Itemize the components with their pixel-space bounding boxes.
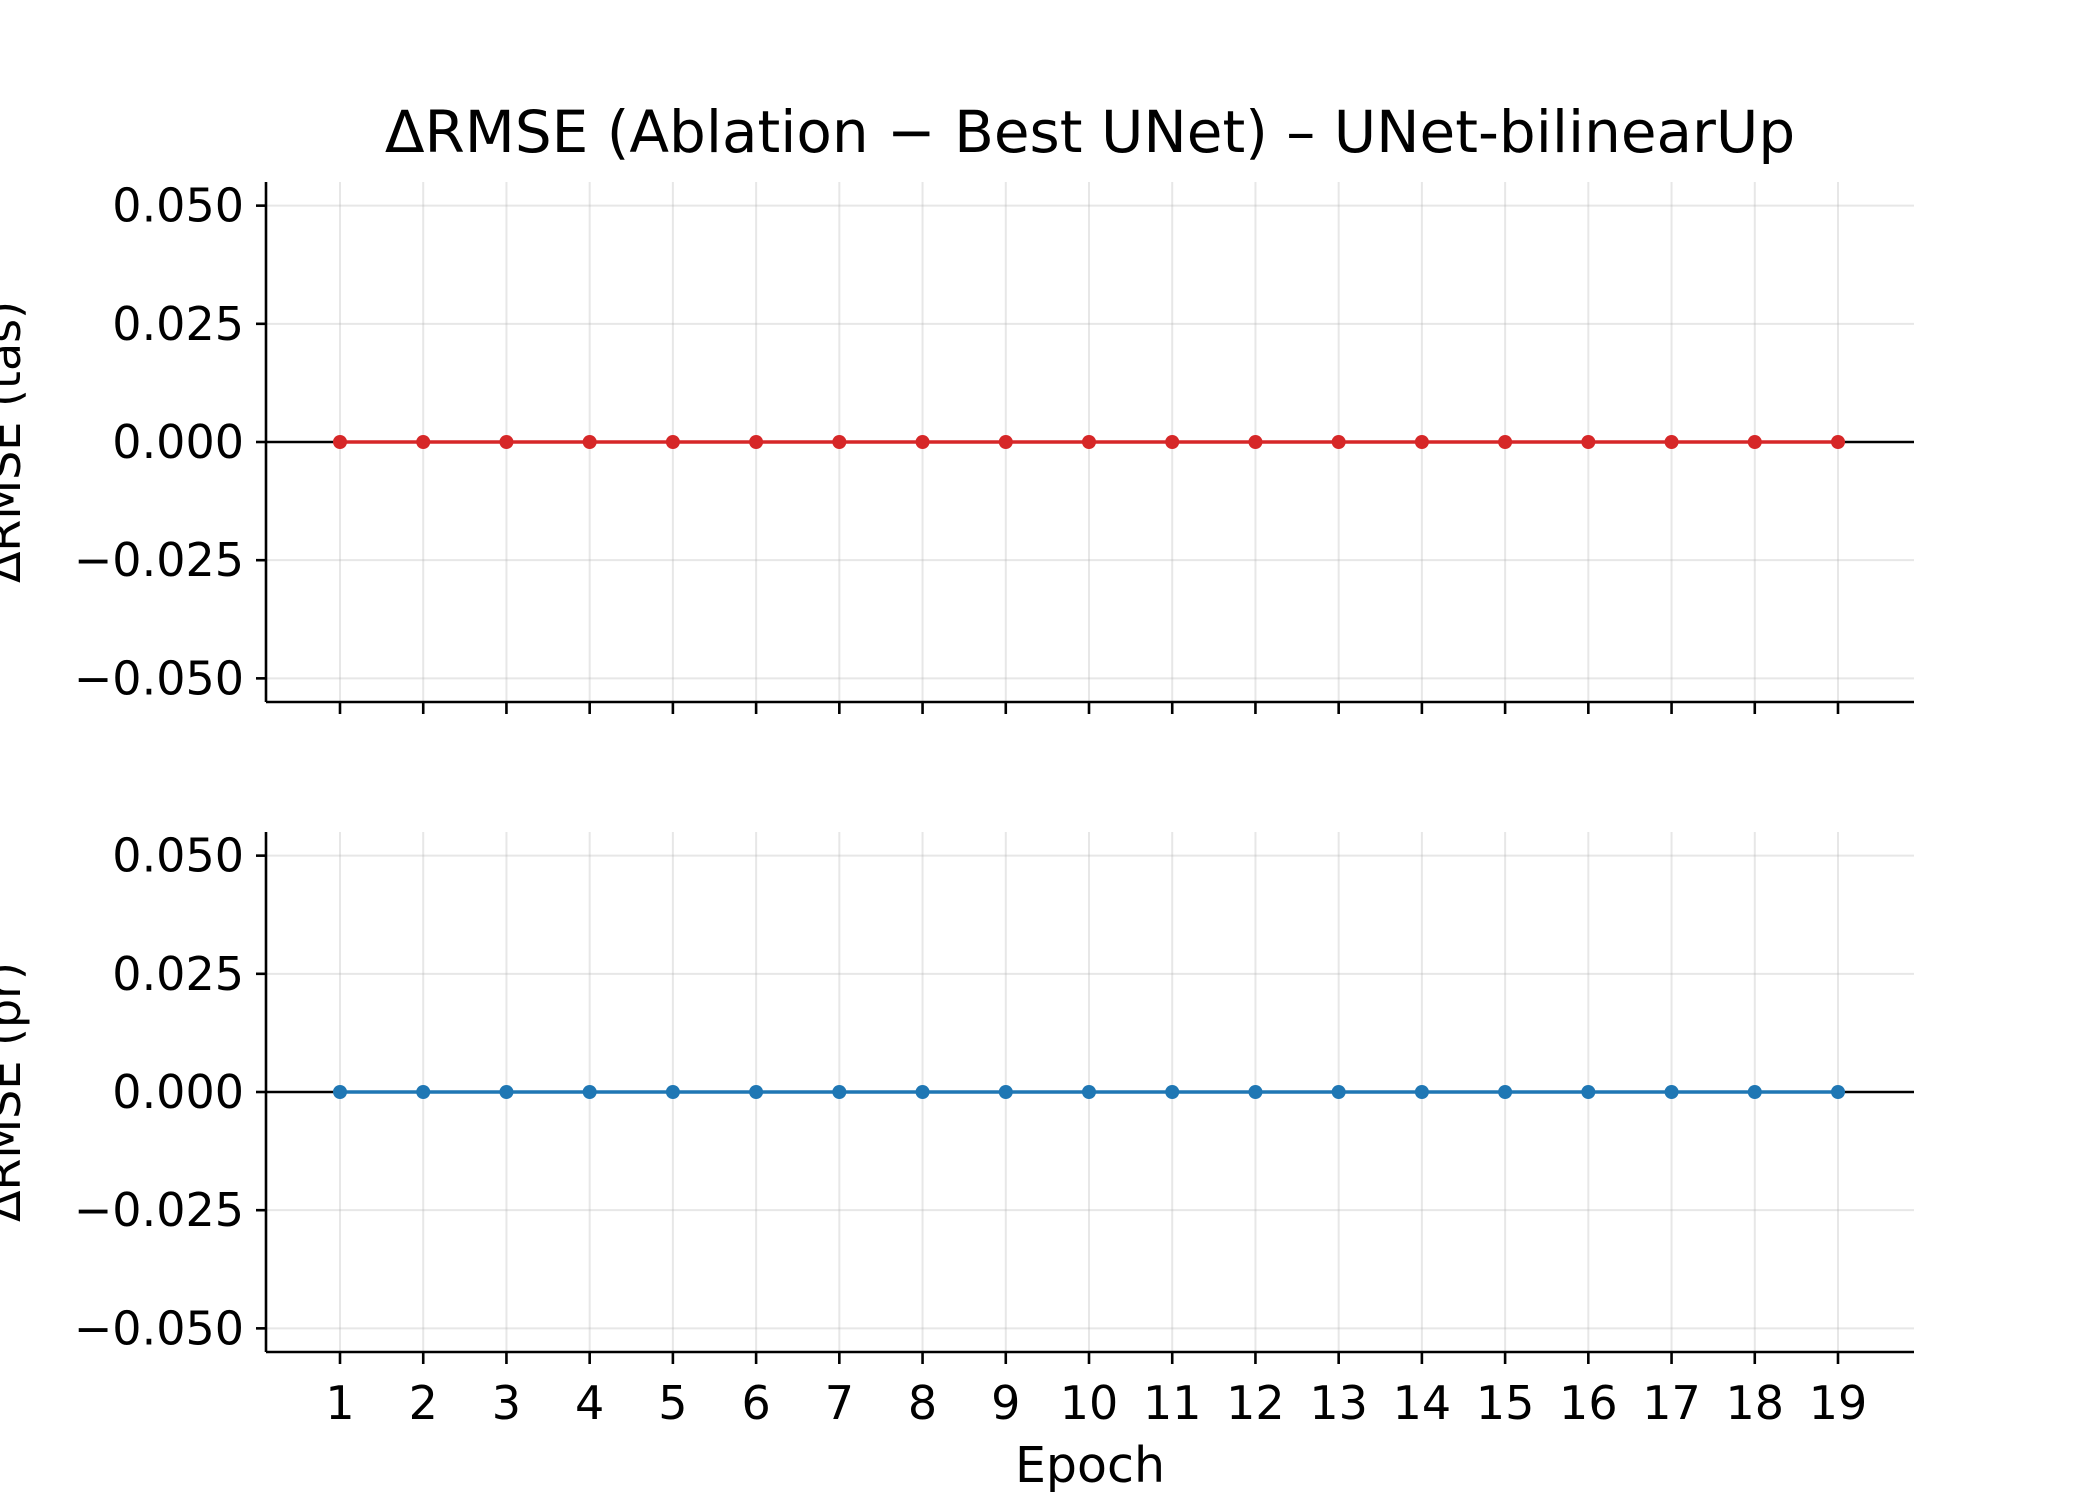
y-tick-label: 0.000 <box>112 415 244 469</box>
data-point <box>915 435 930 449</box>
data-point <box>1165 1085 1180 1099</box>
data-point <box>915 1085 930 1099</box>
data-point <box>1498 435 1513 449</box>
data-point <box>832 435 847 449</box>
data-point <box>998 435 1013 449</box>
x-tick-label: 19 <box>1809 1376 1868 1430</box>
data-point <box>1248 435 1263 449</box>
y-tick-label: 0.050 <box>112 829 244 883</box>
data-point <box>749 1085 764 1099</box>
x-tick-label: 5 <box>658 1376 687 1430</box>
x-tick-label: 3 <box>492 1376 521 1430</box>
x-tick-label: 1 <box>325 1376 354 1430</box>
data-point <box>1831 1085 1845 1099</box>
x-tick-label: 14 <box>1393 1376 1452 1430</box>
data-point <box>582 1085 597 1099</box>
y-tick-label: 0.000 <box>112 1065 244 1119</box>
y-tick-label: −0.050 <box>74 651 244 705</box>
y-tick-label: 0.050 <box>112 179 244 233</box>
data-point <box>499 1085 514 1099</box>
data-point <box>333 1085 347 1099</box>
data-point <box>1082 1085 1096 1099</box>
data-point <box>665 435 680 449</box>
data-point <box>749 435 764 449</box>
data-point <box>998 1085 1013 1099</box>
data-point <box>1331 435 1346 449</box>
data-point <box>333 435 347 449</box>
y-tick-label: −0.025 <box>74 533 244 587</box>
panel-tas: 0.050 0.025 0.000 −0.025 −0.050 ΔRMSE (tas) <box>0 179 1914 714</box>
x-tick-label: 2 <box>409 1376 438 1430</box>
data-point <box>582 435 597 449</box>
x-tick-label: 13 <box>1309 1376 1368 1430</box>
data-point <box>499 435 514 449</box>
x-tick-label: 7 <box>825 1376 854 1430</box>
y-tick-label: 0.025 <box>112 297 244 351</box>
x-tick-label: 6 <box>741 1376 770 1430</box>
x-tick-label: 12 <box>1226 1376 1285 1430</box>
x-tick-label: 9 <box>991 1376 1020 1430</box>
y-tick-label: −0.050 <box>74 1301 244 1355</box>
data-point <box>1664 1085 1679 1099</box>
y-axis-label: ΔRMSE (tas) <box>0 301 31 583</box>
y-axis-label: ΔRMSE (pr) <box>0 962 31 1222</box>
data-point <box>416 1085 431 1099</box>
data-point <box>1831 435 1845 449</box>
x-tick-label: 10 <box>1060 1376 1119 1430</box>
data-point <box>1498 1085 1513 1099</box>
x-tick-label: 4 <box>575 1376 604 1430</box>
data-point <box>1248 1085 1263 1099</box>
data-point <box>1581 435 1596 449</box>
data-point <box>1165 435 1180 449</box>
x-tick-label: 11 <box>1143 1376 1202 1430</box>
x-tick-label: 8 <box>908 1376 937 1430</box>
data-point <box>1747 1085 1762 1099</box>
data-point <box>832 1085 847 1099</box>
x-axis-label: Epoch <box>1015 1437 1165 1494</box>
data-point <box>1414 1085 1429 1099</box>
x-tick-label: 18 <box>1726 1376 1785 1430</box>
data-point <box>1331 1085 1346 1099</box>
x-tick-label: 16 <box>1559 1376 1618 1430</box>
data-point <box>665 1085 680 1099</box>
data-point <box>1581 1085 1596 1099</box>
chart-title: ΔRMSE (Ablation − Best UNet) – UNet-bili… <box>385 98 1795 166</box>
data-point <box>1414 435 1429 449</box>
data-point <box>1747 435 1762 449</box>
data-point <box>1664 435 1679 449</box>
x-tick-label: 17 <box>1642 1376 1701 1430</box>
data-point <box>1082 435 1096 449</box>
data-point <box>416 435 431 449</box>
x-tick-label: 15 <box>1476 1376 1535 1430</box>
y-tick-label: −0.025 <box>74 1183 244 1237</box>
y-tick-label: 0.025 <box>112 947 244 1001</box>
